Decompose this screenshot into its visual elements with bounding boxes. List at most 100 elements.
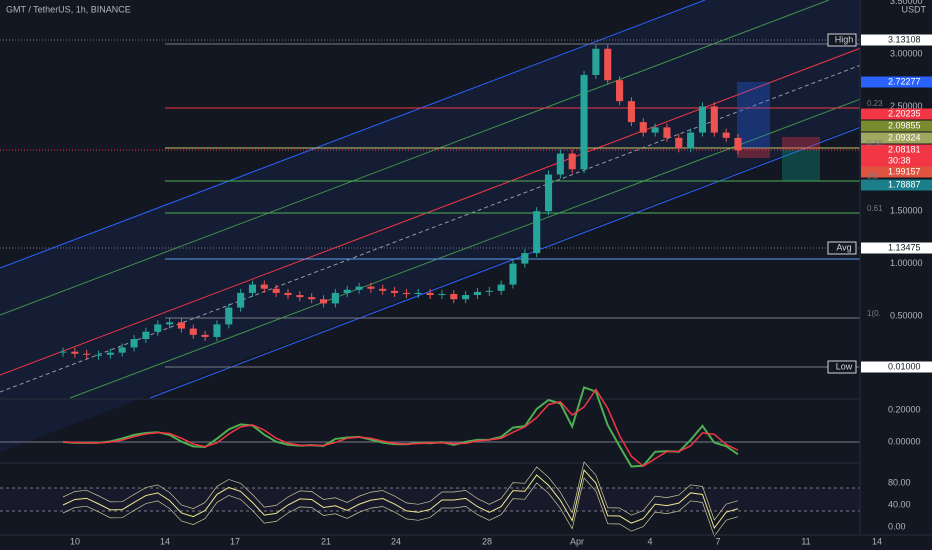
candle [580, 74, 588, 170]
candle [556, 153, 564, 175]
price-tag [861, 144, 932, 167]
price-tag-text: 1.78887 [888, 179, 921, 189]
macd-tick-label: 0.20000 [888, 404, 921, 414]
time-tick-label: 14 [872, 536, 882, 546]
price-axis-bg [860, 0, 932, 550]
candle [402, 292, 410, 294]
candle [319, 299, 328, 304]
candle [698, 106, 707, 133]
time-tick-label: Apr [570, 536, 584, 546]
price-tag-text: 1.13475 [888, 242, 921, 252]
candle [260, 284, 268, 289]
candle [343, 289, 351, 293]
header-title: GMT / TetherUS, 1h, BINANCE [6, 4, 131, 14]
candle [663, 127, 671, 138]
macd-tick-label: 0.00000 [888, 436, 921, 446]
fib-label: 0.23 [867, 99, 883, 108]
price-tag-text: 1.99157 [888, 166, 921, 176]
candle [201, 334, 209, 337]
candle [296, 295, 304, 298]
candle [71, 351, 79, 354]
fib-label: 0.5 [867, 172, 879, 181]
candle [118, 347, 126, 353]
candle [355, 286, 363, 290]
candle [426, 292, 434, 296]
time-tick-label: 28 [482, 536, 492, 546]
candle [308, 297, 316, 300]
level-label-bg [827, 33, 857, 47]
price-tag [861, 132, 932, 144]
candle [166, 322, 174, 325]
price-tick-label: 1.00000 [890, 258, 923, 268]
indicators [62, 386, 739, 537]
candle [414, 292, 422, 294]
candle [438, 293, 446, 296]
candle [462, 295, 470, 300]
price-tag-text: 2.09324 [888, 132, 921, 142]
candle [284, 292, 292, 296]
candle [106, 352, 114, 355]
candle [331, 292, 339, 304]
price-tag [861, 120, 932, 132]
position-boxes [737, 82, 820, 181]
candle [675, 137, 683, 149]
candle [544, 174, 553, 212]
rsi-tick-label: 0.00 [888, 521, 906, 531]
price-tag [861, 34, 932, 46]
price-tick-label: 0.50000 [890, 310, 923, 320]
candle [627, 101, 635, 123]
labels: 3.50000 3.00000 2.50000 1.50000 1.00000 0.500… [70, 0, 932, 546]
price-tag-timer: 30:38 [888, 155, 911, 165]
price-tag-text: 0.01000 [888, 361, 921, 371]
price-tag-text: 2.72277 [888, 76, 921, 86]
price-tag-text: 3.13108 [888, 34, 921, 44]
price-tag [861, 108, 932, 120]
price-tag [861, 361, 932, 373]
signal-line [62, 388, 739, 468]
candle [225, 307, 233, 325]
time-tick-label: 11 [801, 536, 810, 546]
time-tick-label: 21 [321, 536, 331, 546]
candle [59, 351, 67, 353]
candle [142, 331, 150, 340]
level-label: High [835, 34, 854, 44]
candle [687, 132, 695, 149]
time-tick-label: 24 [391, 536, 401, 546]
price-tag [861, 76, 932, 88]
candle [485, 290, 493, 292]
time-tick-label: 10 [70, 536, 80, 546]
candle [473, 291, 482, 296]
candle [130, 339, 138, 348]
candle [722, 132, 730, 138]
price-tick-label: 3.50000 [890, 0, 923, 6]
candle [521, 253, 529, 264]
candle [710, 106, 718, 133]
rsi-band-upper [62, 461, 739, 521]
rsi-band-lower [62, 477, 739, 537]
candle [83, 353, 91, 355]
candle [248, 284, 257, 293]
candle [592, 48, 600, 75]
price-tag [861, 179, 932, 191]
candle [497, 284, 505, 291]
time-tick-label: 4 [647, 536, 652, 546]
rsi-band [0, 488, 860, 511]
price-tag [861, 166, 932, 178]
fib-label: 0.38 [867, 139, 883, 148]
price-tick-label: 1.50000 [890, 206, 923, 216]
level-label: Avg [836, 242, 851, 252]
price-tag-text: 2.09855 [888, 120, 921, 130]
candle [94, 354, 103, 356]
candle [450, 293, 458, 300]
candle [639, 122, 647, 133]
candle [533, 211, 541, 254]
price-tick-label: 2.50000 [890, 101, 923, 111]
price-tag-text: 2.08181 [888, 144, 921, 154]
candle [213, 324, 221, 337]
time-tick-label: 17 [230, 536, 240, 546]
levels [0, 39, 860, 368]
channels [0, 0, 932, 452]
time-tick-label: 14 [160, 536, 170, 546]
currency: USDT [902, 4, 927, 14]
level-label-bg [827, 360, 857, 374]
